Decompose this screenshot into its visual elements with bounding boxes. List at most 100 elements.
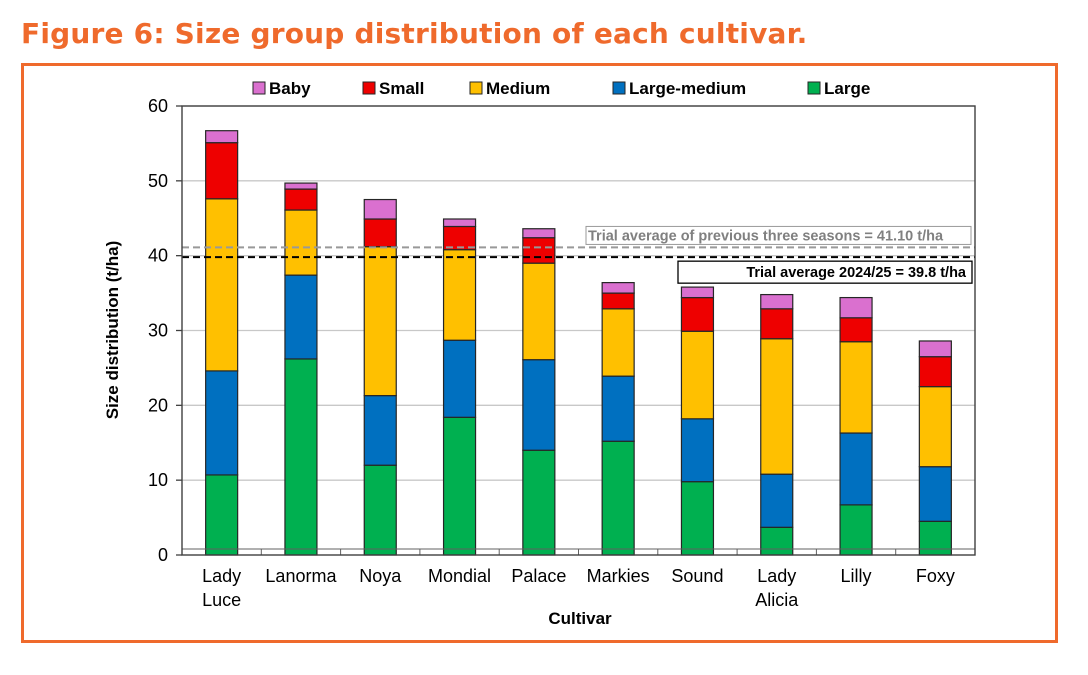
legend-item: Small bbox=[362, 79, 424, 98]
bar-segment-large-medium bbox=[680, 418, 715, 483]
bar-stack bbox=[363, 198, 397, 556]
bar-segment-small bbox=[363, 218, 397, 248]
legend-label: Small bbox=[379, 79, 424, 98]
bar-segment-small bbox=[918, 356, 952, 388]
reference-lines: Trial average of previous three seasons … bbox=[182, 225, 975, 284]
bar-segment-small bbox=[760, 308, 794, 340]
bars bbox=[205, 130, 952, 556]
bar-segment-medium bbox=[918, 386, 952, 468]
bar-segment-large bbox=[839, 504, 873, 556]
bar-segment-large-medium bbox=[522, 359, 556, 451]
bar-segment-large-medium bbox=[839, 432, 873, 506]
y-tick-label: 20 bbox=[148, 395, 168, 415]
y-tick-label: 50 bbox=[148, 171, 168, 191]
y-tick-label: 30 bbox=[148, 321, 168, 341]
bar-segment-small bbox=[601, 292, 635, 310]
bar-segment-small bbox=[284, 188, 318, 211]
bar-segment-small bbox=[442, 225, 477, 251]
plot-area-frame bbox=[181, 105, 976, 556]
legend-label: Medium bbox=[486, 79, 550, 98]
bar-stack bbox=[522, 228, 556, 556]
bar-segment-large-medium bbox=[284, 274, 318, 360]
bar-segment-baby bbox=[839, 296, 873, 319]
y-tick-label: 60 bbox=[148, 96, 168, 116]
x-tick-label: Lady bbox=[202, 566, 241, 586]
bar-stack bbox=[760, 293, 794, 556]
bar-segment-medium bbox=[363, 246, 397, 397]
bar-segment-small bbox=[680, 296, 715, 332]
legend-swatch-small bbox=[362, 81, 376, 95]
bar-segment-large bbox=[918, 520, 952, 556]
bar-segment-baby bbox=[205, 130, 239, 144]
bar-segment-large-medium bbox=[760, 473, 794, 528]
figure-frame bbox=[21, 63, 1058, 643]
bar-segment-large bbox=[284, 358, 318, 556]
bar-stack bbox=[918, 340, 952, 556]
legend-item: Baby bbox=[252, 79, 311, 98]
x-tick-label: Markies bbox=[587, 566, 650, 586]
bar-stack bbox=[601, 282, 635, 556]
bar-segment-medium bbox=[205, 198, 239, 372]
legend-swatch-medium bbox=[469, 81, 483, 95]
legend-swatch-large-medium bbox=[612, 81, 626, 95]
bar-segment-large-medium bbox=[442, 339, 477, 418]
bar-segment-large bbox=[601, 440, 635, 556]
legend-label: Baby bbox=[269, 79, 311, 98]
legend-label: Large-medium bbox=[629, 79, 746, 98]
bar-segment-medium bbox=[522, 262, 556, 361]
axes: 0 10 20 30 40 50 60 Lady Luce Lanorma Noya Mondial P… bbox=[148, 96, 976, 610]
bar-stack bbox=[284, 182, 318, 556]
bar-segment-large bbox=[760, 526, 794, 556]
bar-segment-baby bbox=[601, 282, 635, 294]
x-tick-label: Sound bbox=[671, 566, 723, 586]
x-tick-label: Mondial bbox=[428, 566, 491, 586]
bar-segment-medium bbox=[680, 330, 715, 420]
legend-swatch-large bbox=[807, 81, 821, 95]
bar-segment-large-medium bbox=[205, 370, 239, 476]
bar-segment-baby bbox=[442, 218, 477, 228]
bar-stack bbox=[442, 218, 477, 556]
bar-segment-large bbox=[522, 449, 556, 556]
bar-segment-large bbox=[205, 474, 239, 556]
bar-segment-baby bbox=[760, 293, 794, 310]
bar-segment-medium bbox=[442, 249, 477, 341]
x-tick-label: Luce bbox=[202, 590, 241, 610]
x-tick-label: Lilly bbox=[841, 566, 872, 586]
legend-item: Large bbox=[807, 79, 870, 98]
reference-label-box bbox=[585, 225, 972, 245]
bar-segment-medium bbox=[601, 308, 635, 377]
legend-item: Medium bbox=[469, 79, 550, 98]
bar-stack bbox=[205, 130, 239, 556]
bar-segment-large bbox=[363, 464, 397, 556]
bar-segment-small bbox=[839, 317, 873, 343]
bar-segment-large-medium bbox=[363, 395, 397, 466]
bar-stack bbox=[839, 296, 873, 556]
bar-segment-baby bbox=[363, 198, 397, 220]
bar-segment-large-medium bbox=[601, 375, 635, 442]
x-tick-label: Alicia bbox=[755, 590, 799, 610]
bar-segment-small bbox=[205, 142, 239, 200]
x-tick-label: Lanorma bbox=[265, 566, 337, 586]
bar-segment-baby bbox=[284, 182, 318, 190]
y-tick-label: 40 bbox=[148, 246, 168, 266]
x-axis-title: Cultivar bbox=[548, 609, 612, 628]
bar-stack bbox=[680, 286, 715, 556]
bar-segment-large bbox=[680, 481, 715, 556]
y-axis-title: Size distribution (t/ha) bbox=[103, 241, 122, 420]
bar-segment-baby bbox=[522, 228, 556, 239]
legend-label: Large bbox=[824, 79, 870, 98]
bar-segment-medium bbox=[284, 209, 318, 276]
legend-item: Large-medium bbox=[612, 79, 746, 98]
reference-label: Trial average of previous three seasons … bbox=[588, 228, 944, 244]
x-tick-label: Palace bbox=[511, 566, 566, 586]
legend: Baby Small Medium Large-medium Large bbox=[252, 79, 870, 98]
y-tick-label: 10 bbox=[148, 470, 168, 490]
reference-label: Trial average 2024/25 = 39.8 t/ha bbox=[746, 265, 967, 281]
reference-label-box bbox=[677, 260, 973, 284]
bar-segment-medium bbox=[760, 338, 794, 475]
bar-segment-baby bbox=[680, 286, 715, 299]
y-tick-label: 0 bbox=[158, 545, 168, 565]
bar-segment-baby bbox=[918, 340, 952, 358]
figure-title: Figure 6: Size group distribution of eac… bbox=[21, 17, 808, 50]
